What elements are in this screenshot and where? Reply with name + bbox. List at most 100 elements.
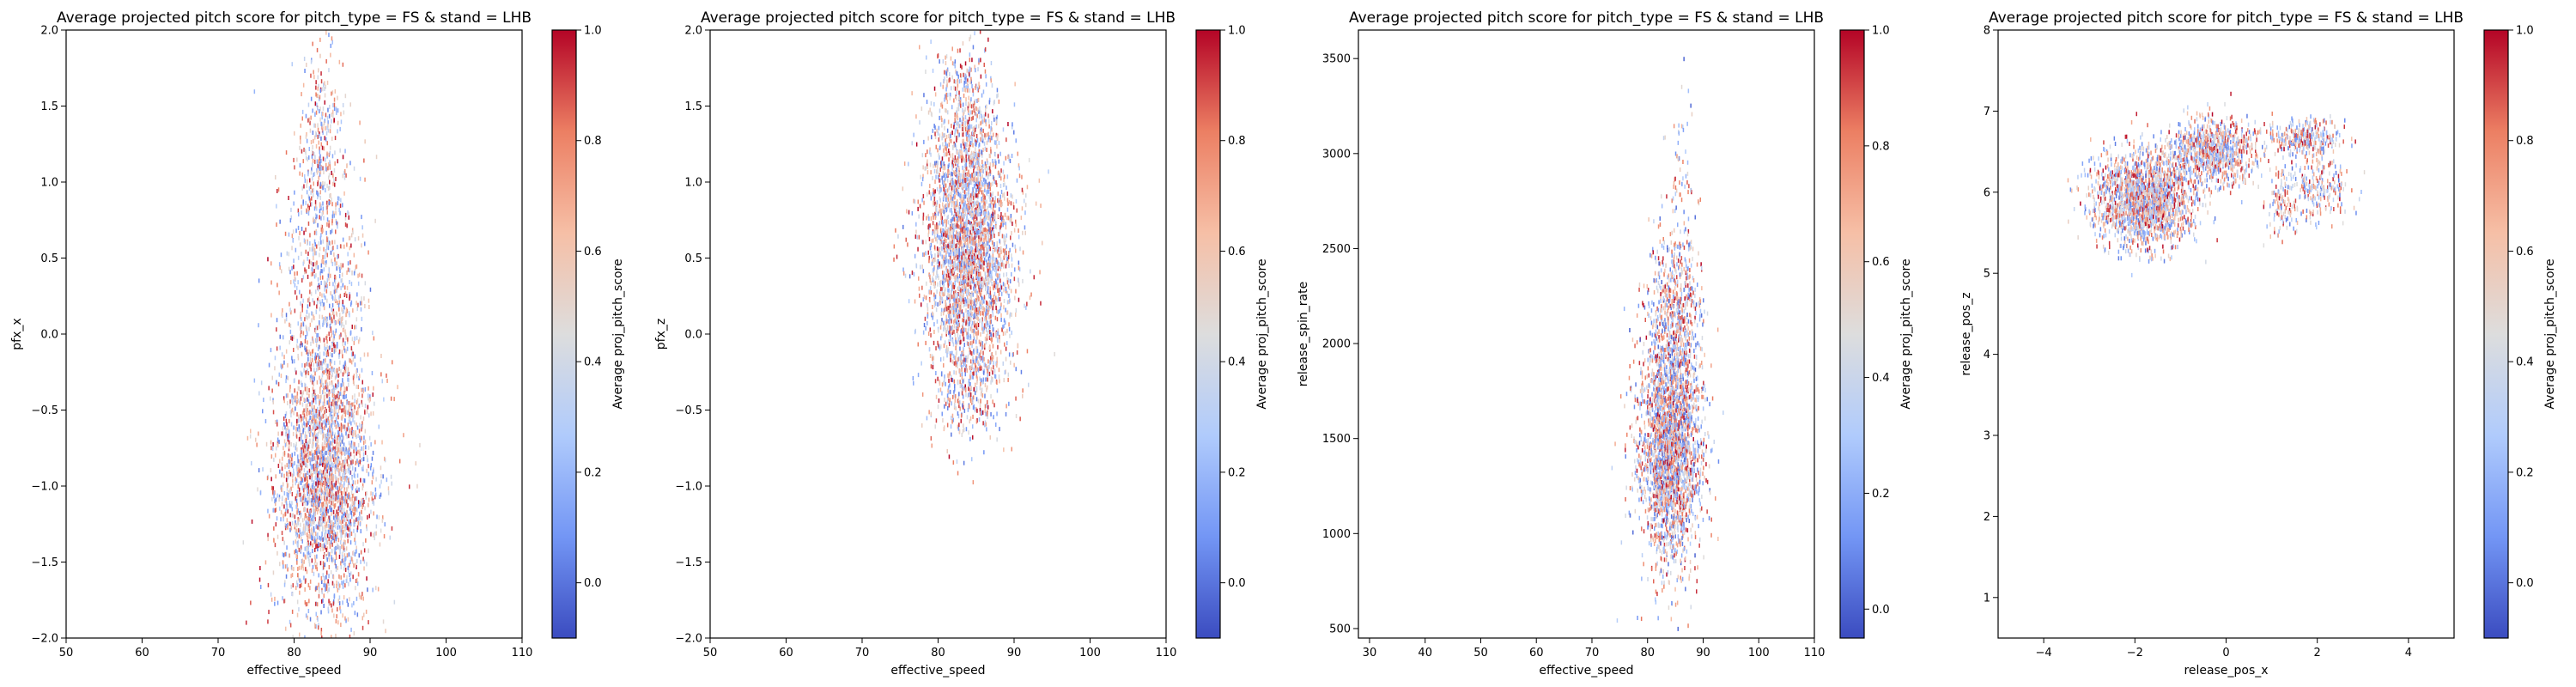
point — [322, 130, 324, 135]
point — [959, 287, 961, 291]
point — [340, 368, 342, 374]
point — [967, 208, 969, 213]
point — [982, 217, 985, 222]
point — [337, 95, 338, 100]
point — [305, 325, 307, 330]
point — [947, 288, 949, 293]
point — [312, 416, 313, 420]
point — [286, 518, 289, 523]
point — [314, 352, 317, 357]
point — [258, 278, 260, 283]
point — [276, 446, 277, 451]
point — [317, 465, 319, 470]
point — [963, 253, 966, 258]
point — [324, 562, 325, 568]
point — [318, 140, 319, 145]
point — [362, 416, 365, 421]
point — [317, 406, 319, 411]
point — [319, 37, 321, 42]
point — [295, 520, 296, 525]
point — [289, 501, 291, 506]
point — [415, 461, 416, 466]
point — [342, 447, 344, 452]
point — [319, 516, 321, 521]
point — [295, 528, 298, 533]
point — [321, 423, 323, 428]
point — [920, 174, 921, 179]
point — [988, 135, 990, 140]
point — [358, 592, 361, 597]
point — [322, 322, 324, 327]
point — [301, 185, 303, 191]
point — [351, 430, 353, 435]
point — [320, 227, 323, 232]
point — [326, 222, 328, 227]
point — [379, 542, 381, 547]
point — [313, 316, 315, 320]
point — [337, 531, 338, 536]
point — [930, 216, 933, 221]
point — [354, 538, 355, 542]
point — [343, 348, 346, 353]
point — [325, 529, 327, 534]
x-tick-label: 50 — [59, 647, 74, 660]
point — [309, 375, 312, 380]
point — [333, 213, 335, 218]
point — [313, 262, 314, 267]
point — [957, 179, 959, 184]
point — [286, 545, 288, 550]
point — [294, 388, 295, 393]
point — [292, 229, 295, 234]
point — [329, 600, 331, 605]
point — [314, 155, 316, 160]
point — [337, 535, 338, 539]
point — [328, 271, 330, 277]
point — [315, 337, 318, 343]
point — [299, 230, 301, 235]
point — [328, 557, 331, 562]
point — [296, 555, 298, 559]
point — [325, 385, 327, 390]
point — [301, 92, 302, 97]
point — [311, 418, 313, 423]
point — [354, 496, 355, 502]
point — [321, 414, 323, 419]
y-tick-label: 1.0 — [40, 177, 58, 190]
point — [344, 216, 347, 221]
point — [319, 236, 322, 241]
point — [313, 425, 316, 430]
point — [327, 550, 329, 556]
point — [324, 410, 325, 415]
point — [990, 146, 992, 151]
point — [321, 599, 323, 604]
point — [334, 88, 337, 94]
point — [375, 586, 377, 591]
point — [349, 597, 350, 602]
point — [325, 30, 327, 35]
point — [317, 192, 319, 197]
point — [341, 350, 343, 355]
point — [954, 86, 957, 91]
point — [1000, 313, 1002, 318]
point — [288, 232, 290, 237]
point — [331, 90, 334, 95]
point — [339, 435, 341, 440]
point — [289, 340, 290, 345]
point — [319, 535, 321, 540]
point — [346, 163, 348, 168]
point — [319, 131, 320, 137]
point — [246, 435, 249, 441]
point — [287, 375, 289, 380]
point — [294, 396, 296, 401]
point — [327, 442, 330, 447]
point — [326, 183, 328, 188]
point — [904, 273, 907, 278]
point — [322, 389, 325, 394]
point — [974, 137, 975, 143]
point — [335, 348, 337, 352]
point — [328, 523, 330, 528]
point — [325, 323, 328, 328]
point — [298, 235, 300, 240]
point — [333, 449, 336, 454]
